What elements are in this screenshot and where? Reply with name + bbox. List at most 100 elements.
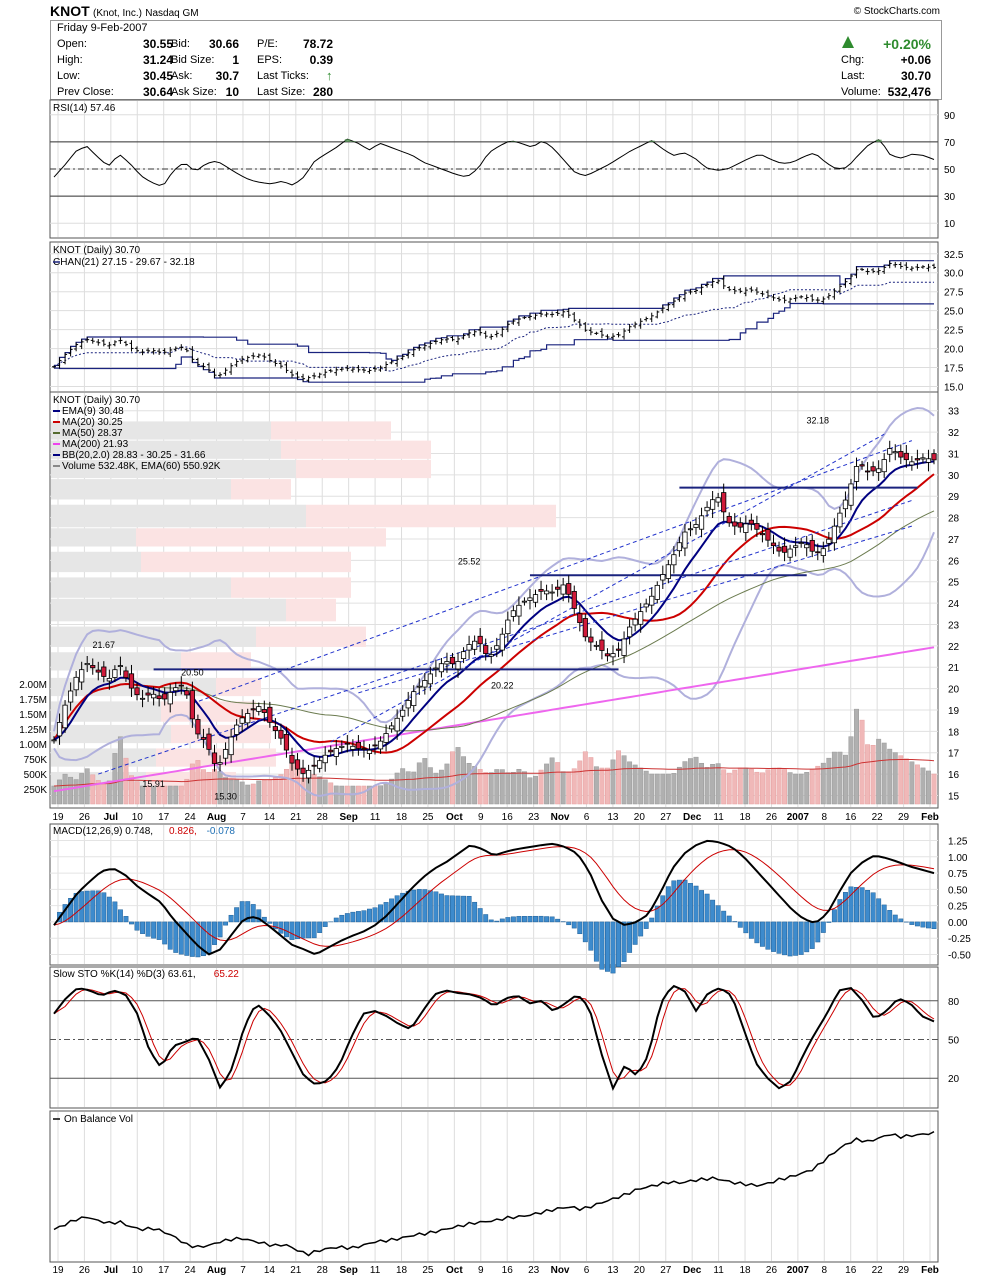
chan-tick-label: 22.5 (944, 326, 964, 337)
volume-tick-label: 1.00M (19, 740, 47, 751)
macd-histogram-bar (339, 914, 345, 923)
candle-body (283, 733, 290, 751)
candle-body (117, 665, 124, 667)
candle-body (582, 618, 588, 638)
candle-body (427, 673, 433, 685)
x-tick-label: 20 (634, 1265, 646, 1276)
volume-bar (654, 773, 660, 805)
x-tick-label: Dec (683, 812, 702, 823)
candle-body (831, 525, 837, 544)
x-tick-label: 22 (872, 812, 884, 823)
x-tick-label: 25 (422, 812, 434, 823)
candle-body (228, 736, 234, 756)
candle-body (527, 597, 533, 601)
price-tick-label: 30 (948, 471, 960, 482)
macd-histogram-bar (660, 895, 666, 923)
x-tick-label: 23 (528, 1265, 540, 1276)
x-tick-label: 16 (502, 1265, 514, 1276)
volume-by-price-bar (181, 652, 251, 671)
macd-histogram-bar (616, 921, 621, 967)
x-tick-label: 26 (79, 1265, 91, 1276)
x-tick-label: 14 (264, 812, 276, 823)
sto-legend: 65.22 (214, 969, 239, 980)
trend-channel-lower (98, 499, 913, 775)
volume-bar (472, 766, 478, 805)
price-annotation: 25.52 (458, 557, 481, 567)
macd-histogram-bar (826, 921, 832, 923)
volume-bar (134, 781, 140, 805)
macd-tick-label: 1.25 (948, 837, 968, 848)
candle-body (754, 523, 760, 530)
price-tick-label: 25 (948, 578, 960, 589)
x-tick-label: 11 (713, 812, 724, 823)
candle-body (123, 670, 129, 678)
macd-histogram-bar (627, 921, 633, 953)
macd-histogram-bar (217, 921, 223, 938)
candle-body (876, 468, 882, 473)
macd-histogram-bar (809, 921, 815, 949)
candle-body (765, 529, 771, 541)
eps-label: EPS: (257, 54, 283, 66)
bidsize-value: 1 (232, 53, 239, 67)
candle-body (604, 653, 611, 657)
x-tick-label: Nov (551, 812, 570, 823)
candle-body (626, 626, 633, 638)
sto-tick-label: 50 (948, 1036, 960, 1047)
macd-histogram-bar (450, 895, 455, 923)
candle-body (162, 693, 168, 700)
quote-date: Friday 9-Feb-2007 (57, 22, 148, 34)
candle-body (543, 590, 550, 595)
volume-bar (533, 775, 538, 805)
volume-bar (754, 771, 760, 805)
volume-bar (643, 770, 649, 805)
panel-frame-sto (49, 966, 939, 1109)
candle-body (743, 523, 749, 533)
ticker-symbol: KNOT (50, 3, 90, 19)
price-legend-label: MA(20) 30.25 (62, 417, 123, 428)
x-tick-label: 8 (822, 812, 828, 823)
x-tick-label: 19 (52, 1265, 64, 1276)
macd-histogram-bar (820, 921, 826, 933)
x-tick-label: 29 (898, 1265, 910, 1276)
macd-histogram-bar (671, 880, 677, 923)
candle-body (294, 759, 301, 770)
candle-body (859, 464, 865, 467)
volume-by-price-bar (271, 421, 391, 440)
macd-histogram-bar (521, 916, 527, 923)
candle-body (449, 656, 456, 665)
macd-histogram-bar (483, 914, 489, 923)
macd-histogram-bar (400, 892, 406, 923)
macd-histogram-bar (123, 916, 129, 923)
candle-body (372, 744, 378, 747)
rsi-overbought-fill (649, 140, 655, 142)
price-tick-label: 31 (948, 449, 960, 460)
volume-bar (267, 779, 273, 805)
lastsize-label: Last Size: (257, 86, 306, 98)
volume-bar (256, 780, 262, 805)
candle-body (433, 667, 439, 670)
volume-bar (854, 708, 859, 805)
volume-bar (178, 785, 184, 805)
macd-histogram-bar (721, 910, 727, 923)
x-tick-label: 19 (52, 812, 64, 823)
candle-body (167, 692, 173, 705)
panel-frame-macd (49, 823, 939, 966)
price-annotation: 20.50 (181, 668, 204, 678)
volume-bar (826, 757, 832, 805)
volume-bar (250, 783, 256, 805)
volume-tick-label: 250K (24, 785, 48, 796)
macd-histogram-bar (311, 921, 317, 939)
rsi-tick-label: 70 (944, 138, 956, 149)
price-tick-label: 33 (948, 407, 960, 418)
macd-histogram-bar (333, 917, 339, 923)
candle-body (787, 548, 793, 558)
candle-body (732, 521, 738, 527)
volume-bar (317, 776, 323, 805)
x-tick-label: 26 (766, 812, 778, 823)
prevclose-label: Prev Close: (57, 86, 114, 98)
pe-value: 78.72 (302, 37, 333, 51)
candle-body (460, 651, 467, 660)
candle-body (615, 648, 622, 651)
volume-bar (499, 769, 505, 805)
volume-by-price-bar (231, 577, 351, 598)
